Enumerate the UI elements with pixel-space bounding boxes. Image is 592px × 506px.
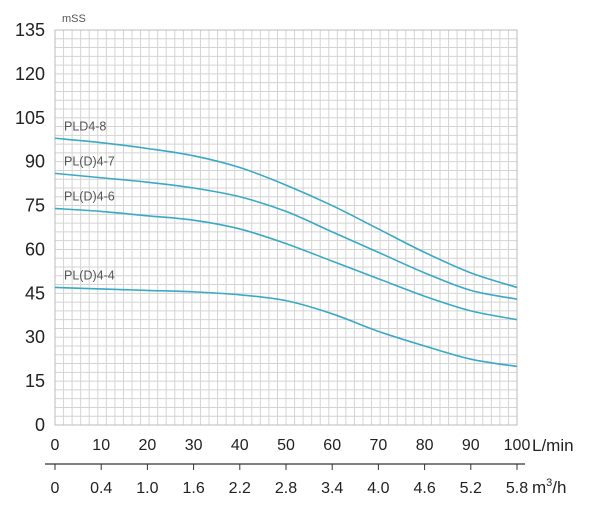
y-tick-label: 105 [15, 108, 45, 128]
x-tick-label: 90 [462, 437, 480, 454]
x-axis-label-secondary: m3/h [532, 477, 566, 497]
y-tick-label: 0 [35, 415, 45, 435]
x2-tick-label: 0.4 [90, 480, 112, 497]
x2-tick-label: 2.2 [229, 480, 251, 497]
y-tick-label: 75 [25, 196, 45, 216]
y-tick-label: 15 [25, 371, 45, 391]
y-tick-label: 45 [25, 283, 45, 303]
x-tick-label: 30 [185, 437, 203, 454]
x-tick-label: 40 [231, 437, 249, 454]
plot-frame [54, 29, 518, 426]
x-tick-label: 20 [139, 437, 157, 454]
grid [54, 29, 518, 426]
x-tick-labels-primary: 0 10 20 30 40 50 60 70 80 90 100 [51, 437, 531, 454]
x2-tick-label: 2.8 [275, 480, 297, 497]
x2-tick-label: 4.0 [367, 480, 389, 497]
y-tick-label: 60 [25, 239, 45, 259]
series-label: PL(D)4-7 [64, 154, 115, 168]
series-line-4 [54, 286, 518, 368]
x2-tick-label: 5.2 [460, 480, 482, 497]
x-axis-label-primary: L/min [532, 436, 574, 455]
x-tick-label: 50 [277, 437, 295, 454]
x2-tick-label: 0 [51, 480, 60, 497]
y-tick-labels: 0 15 30 45 60 75 90 105 120 135 [15, 20, 45, 435]
x2-tick-label: 4.6 [413, 480, 435, 497]
series-label: PLD4-8 [64, 119, 106, 133]
y-tick-label: 90 [25, 152, 45, 172]
y-axis-label: mSS [62, 13, 86, 25]
x2-tick-label: 5.8 [506, 480, 528, 497]
x-tick-label: 0 [51, 437, 60, 454]
x-tick-label: 100 [504, 437, 531, 454]
x-tick-labels-secondary: 0 0.4 1.0 1.6 2.2 2.8 3.4 4.0 4.6 5.2 5.8 [51, 464, 528, 497]
y-tick-label: 120 [15, 64, 45, 84]
x2-tick-label: 3.4 [321, 480, 343, 497]
x-tick-label: 10 [92, 437, 110, 454]
series-line-2 [54, 172, 518, 300]
y-tick-label: 30 [25, 327, 45, 347]
x-tick-label: 60 [323, 437, 341, 454]
series-line-1 [54, 137, 518, 289]
series-label: PL(D)4-4 [64, 268, 115, 282]
x-tick-label: 80 [416, 437, 434, 454]
x2-tick-label: 1.6 [182, 480, 204, 497]
x2-tick-label: 1.0 [136, 480, 158, 497]
y-tick-label: 135 [15, 20, 45, 40]
series-group: PLD4-8 PL(D)4-7 PL(D)4-6 PL(D)4-4 [54, 119, 518, 368]
x-tick-label: 70 [370, 437, 388, 454]
series-line-3 [54, 207, 518, 321]
series-label: PL(D)4-6 [64, 189, 115, 203]
